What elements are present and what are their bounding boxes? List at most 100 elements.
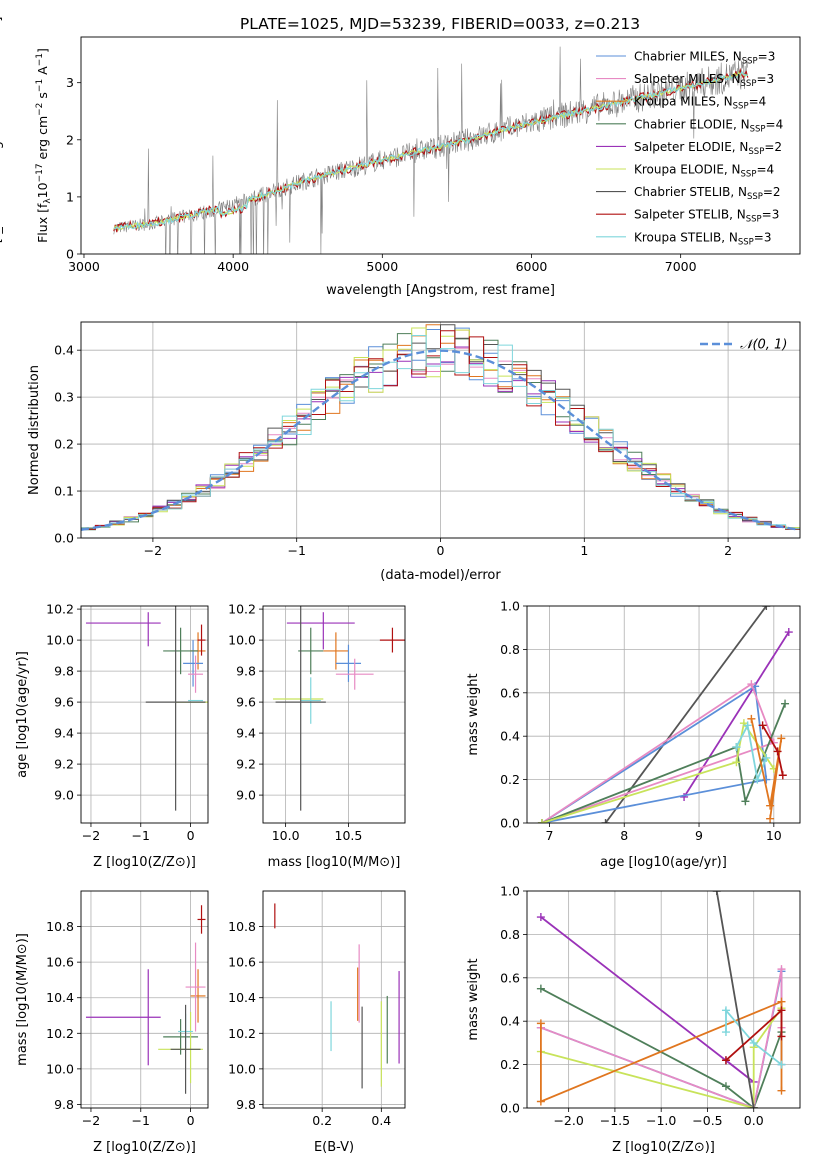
y-axis-label: mass [log10(M/M⊙)] [15,933,30,1066]
y-tick-label: 1.0 [500,599,520,614]
weight-marker [537,819,546,823]
histogram-kroupa_stelib [81,335,800,529]
panel-1: −2 −1 0 1 2 0.0 0.1 0.2 0.3 0.4 (data-model)/error… [27,321,801,583]
panel-7: −2.0 −1.5 −1.0 −0.5 0.0 0.0 0.2 0.4 0.6 0.8 1.0 Z [… [466,884,801,1155]
y-tick-label: 2 [66,132,74,147]
y-tick-label: 10.4 [46,990,74,1005]
y-axis-label: Flux [fλ10−17 erg cm−2 s−1 A−1] [35,48,53,243]
weight-marker [721,1028,730,1037]
error-point [335,644,362,682]
x-axis-label: Z [log10(Z/Z⊙)] [93,855,196,870]
x-tick-label: 4000 [217,259,249,274]
y-tick-label: 9.2 [54,757,74,772]
y-tick-label: 9.0 [236,788,256,803]
y-tick-label: 0.6 [500,685,520,700]
weight-series [750,718,783,819]
axes-frame [80,321,801,539]
error-point [323,632,349,670]
y-tick-label: 3 [66,75,74,90]
weight-marker [536,984,545,993]
x-axis-label: age [log10(age/yr)] [600,855,727,870]
x-tick-label: 10 [766,828,782,843]
normal-curve [81,349,798,531]
axes-frame [80,890,209,1109]
error-point [197,905,206,934]
weight-series [541,684,768,823]
weight-marker [747,680,756,689]
x-axis-label: Z [log10(Z/Z⊙)] [612,1140,715,1155]
y-tick-label: 0.0 [500,1101,520,1116]
weight-marker [762,606,771,610]
y-axis-label: Flux [f_λ 10^-17 erg cm^-2 s^-1 A^-1] [0,17,4,275]
weight-marker [680,792,689,801]
plot-area [274,903,400,1089]
x-tick-label: 8 [620,828,628,843]
x-tick-label: −1 [132,828,150,843]
weight-marker [743,721,752,730]
y-tick-label: 9.8 [54,664,74,679]
legend-entry: Salpeter MILES, NSSP=3 [634,72,774,89]
model-spectrum-kroupa_stelib [113,70,749,230]
y-tick-label: 10.2 [228,1026,256,1041]
plot-area [85,606,208,811]
x-tick-label: 6000 [516,259,548,274]
error-point [335,658,374,690]
figure-title: PLATE=1025, MJD=53239, FIBERID=0033, z=0… [240,15,640,33]
weight-marker [721,1056,730,1065]
legend-entry: Chabrier STELIB, NSSP=2 [634,185,781,202]
x-tick-label: 3000 [68,259,100,274]
weight-marker [777,734,786,743]
weight-marker [712,891,721,895]
weight-marker [721,1082,730,1091]
weight-series [540,1007,783,1108]
weight-marker [741,797,750,806]
error-point [190,969,206,1023]
weight-marker [781,699,790,708]
y-tick-label: 0.2 [500,1057,520,1072]
y-tick-label: 0.8 [500,927,520,942]
x-tick-label: 7 [545,828,553,843]
weight-series [604,606,768,823]
axes-frame [80,605,209,824]
panel-2: −2 −1 0 9.0 9.2 9.4 9.6 9.8 10.0 10.2 Z [log10(Z/Z… [15,602,209,870]
y-tick-label: 0.4 [500,729,520,744]
plot-area [273,606,405,811]
error-point [188,655,204,693]
x-tick-label: 0.4 [371,1113,391,1128]
x-tick-label: 0 [187,828,195,843]
x-tick-label: −1 [132,1113,150,1128]
y-tick-label: 0.0 [500,816,520,831]
legend-entry: Chabrier MILES, NSSP=3 [634,50,775,67]
y-tick-label: 0.1 [54,484,74,499]
y-tick-label: 0.2 [500,772,520,787]
weight-series [540,987,783,1108]
x-tick-label: −0.5 [692,1113,722,1128]
y-tick-label: 10.8 [46,919,74,934]
observed-spectrum [113,46,748,254]
axes-frame [262,890,406,1109]
x-tick-label: 0.2 [312,1113,332,1128]
y-tick-label: 10.2 [228,602,256,617]
y-tick-label: 0.3 [54,390,74,405]
error-point [298,627,324,675]
plot-area [537,606,793,823]
x-tick-label: −1.5 [600,1113,630,1128]
weight-marker [777,1060,786,1069]
x-axis-label: E(B-V) [314,1140,354,1155]
x-tick-label: 2 [724,543,732,558]
y-tick-label: 9.2 [236,757,256,772]
x-tick-label: 5000 [366,259,398,274]
legend-entry: Chabrier ELODIE, NSSP=4 [634,117,783,134]
panel-3: 10.0 10.5 9.0 9.2 9.4 9.6 9.8 10.0 10.2 mass [log… [228,602,406,870]
y-tick-label: 9.6 [236,695,256,710]
weight-marker [536,1097,545,1106]
x-tick-label: −2 [82,1113,100,1128]
y-tick-label: 9.6 [54,695,74,710]
y-tick-label: 0.4 [54,343,74,358]
weight-marker [747,714,756,723]
legend-entry: Salpeter ELODIE, NSSP=2 [634,140,782,157]
weight-marker [758,721,767,730]
y-tick-label: 10.0 [46,633,74,648]
weight-marker [777,1006,786,1015]
